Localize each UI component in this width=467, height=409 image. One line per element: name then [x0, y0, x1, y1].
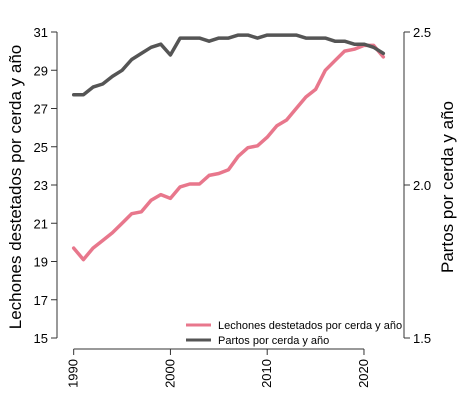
legend-label-partos: Partos por cerda y año — [218, 335, 329, 347]
left-tick-label: 27 — [34, 102, 48, 117]
left-tick-label: 29 — [34, 63, 48, 78]
left-y-axis: 15 17 19 21 23 25 27 29 31 — [34, 25, 58, 346]
series-line-1 — [71, 33, 386, 97]
right-tick-label: 1.5 — [413, 331, 431, 346]
lines-layer — [71, 33, 386, 262]
left-tick-label: 19 — [34, 255, 48, 270]
left-tick-label: 15 — [34, 331, 48, 346]
right-axis-title: Partos por cerda y año — [438, 101, 457, 273]
series-line-0 — [71, 43, 386, 262]
right-tick-label: 2.5 — [413, 25, 431, 40]
legend-label-lechones: Lechones destetados por cerda y año — [218, 320, 402, 332]
left-tick-label: 31 — [34, 25, 48, 40]
legend: Lechones destetados por cerda y año Part… — [186, 320, 402, 347]
left-tick-label: 17 — [34, 293, 48, 308]
x-tick-label: 2010 — [259, 359, 274, 388]
left-tick-label: 21 — [34, 216, 48, 231]
left-tick-label: 25 — [34, 140, 48, 155]
x-tick-label: 2000 — [162, 359, 177, 388]
x-tick-label: 2020 — [356, 359, 371, 388]
left-tick-label: 23 — [34, 178, 48, 193]
left-axis-title: Lechones destetados por cerda y año — [6, 45, 25, 329]
x-tick-label: 1990 — [66, 359, 81, 388]
right-tick-label: 2.0 — [413, 178, 431, 193]
x-axis: 1990 2000 2010 2020 — [66, 348, 371, 388]
right-y-axis: 1.5 2.0 2.5 — [403, 25, 431, 346]
